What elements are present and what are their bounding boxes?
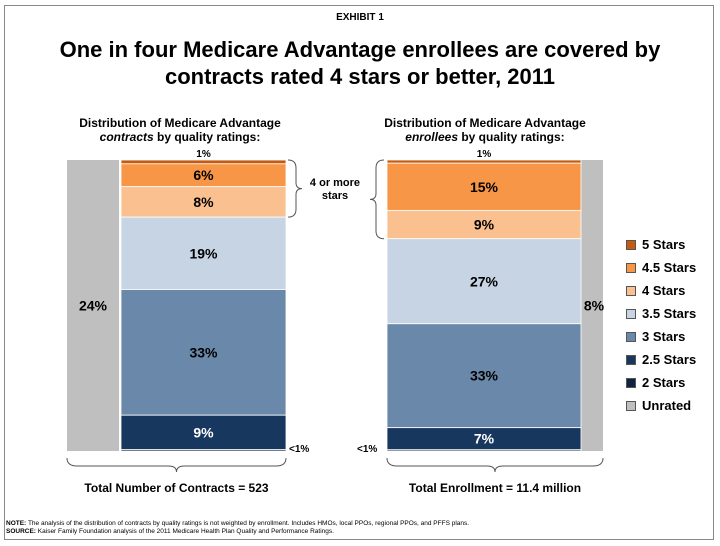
legend-label-unrated: Unrated [642,398,692,413]
slide-frame [4,5,714,540]
right-label-2-stars: <1% [357,444,377,455]
left-unrated-label: 24% [79,298,108,314]
chart-title: One in four Medicare Advantage enrollees… [59,37,661,89]
legend-label-4-stars: 4 Stars [642,283,686,298]
right-subtitle-line1: Distribution of Medicare Advantage [384,116,586,130]
legend-swatch-2-5-stars [626,354,636,365]
right-bar-segment-4-stars [386,209,582,240]
right-label-4-5-stars: 15% [470,179,499,195]
legend-item-4-5-stars: 4.5 Stars [626,256,696,279]
right-label-2-5-stars: 7% [474,431,495,447]
right-label-3-stars: 33% [470,368,499,384]
left-label-5-stars: 1% [196,149,211,160]
legend-item-2-5-stars: 2.5 Stars [626,348,696,371]
exhibit-label: EXHIBIT 1 [336,12,384,23]
legend-swatch-3-5-stars [626,308,636,319]
legend-swatch-5-stars [626,239,636,250]
left-subtitle-line1: Distribution of Medicare Advantage [79,116,281,130]
footnote-note: NOTE: The analysis of the distribution o… [6,520,469,528]
right-bar-segment-2-stars [386,449,582,452]
legend-item-4-stars: 4 Stars [626,279,696,302]
left-bar-segment-4-stars [120,186,287,218]
left-bottom-brace [66,457,287,473]
right-four-plus-brace [369,159,385,240]
left-bar-segment-2-stars [120,449,287,452]
right-bottom-brace [386,457,604,473]
legend-label-2-5-stars: 2.5 Stars [642,352,697,367]
note-label: NOTE: [6,520,27,527]
left-bar-segment-3-stars [120,289,287,416]
right-chart-subtitle: Distribution of Medicare Advantage enrol… [360,116,610,144]
left-chart-subtitle: Distribution of Medicare Advantage contr… [60,116,300,144]
legend-item-unrated: Unrated [626,394,696,417]
left-label-2-5-stars: 9% [193,424,214,440]
legend-label-5-stars: 5 Stars [642,237,686,252]
right-total-label: Total Enrollment = 11.4 million [409,481,581,495]
right-unrated-label: 8% [584,298,605,314]
note-text: The analysis of the distribution of cont… [27,520,470,527]
left-unrated-bar [67,160,119,451]
left-label-4-stars: 8% [193,194,214,210]
legend-swatch-unrated [626,400,636,411]
legend-swatch-4-5-stars [626,262,636,273]
legend-swatch-2-stars [626,377,636,388]
legend-item-3-5-stars: 3.5 Stars [626,302,696,325]
left-bar-segment-5-stars [120,159,287,165]
left-four-plus-brace [287,159,303,218]
right-unrated-bar [581,160,603,451]
legend-item-3-stars: 3 Stars [626,325,696,348]
left-subtitle-rest: by quality ratings: [153,130,261,144]
legend-item-5-stars: 5 Stars [626,233,696,256]
right-bar-segment-3-5-stars [386,238,582,325]
left-label-3-5-stars: 19% [189,245,218,261]
four-plus-label-line1: 4 or more [310,177,360,189]
source-label: SOURCE: [6,528,36,535]
source-text: Kaiser Family Foundation analysis of the… [37,528,334,535]
legend-label-3-stars: 3 Stars [642,329,686,344]
legend-item-2-stars: 2 Stars [626,371,696,394]
legend-swatch-3-stars [626,331,636,342]
left-label-4-5-stars: 6% [193,167,214,183]
legend-swatch-4-stars [626,285,636,296]
right-label-5-stars: 1% [477,149,492,160]
left-bar-segment-3-5-stars [120,216,287,290]
right-bar-segment-3-stars [386,323,582,429]
chart-legend: 5 Stars 4.5 Stars 4 Stars 3.5 Stars 3 Stars 2… [626,233,696,417]
footnote-source: SOURCE: Kaiser Family Foundation analysi… [6,528,334,536]
left-total-label: Total Number of Contracts = 523 [84,481,268,495]
legend-label-4-5-stars: 4.5 Stars [642,260,697,275]
legend-label-3-5-stars: 3.5 Stars [642,306,697,321]
right-bar-segment-5-stars [386,159,582,164]
right-subtitle-rest: by quality ratings: [458,130,565,144]
right-label-3-5-stars: 27% [470,273,499,289]
legend-label-2-stars: 2 Stars [642,375,686,390]
right-label-4-stars: 9% [474,217,495,233]
left-subtitle-emphasis: contracts [99,130,154,144]
four-plus-label-line2: stars [322,190,348,202]
right-subtitle-emphasis: enrollees [405,130,458,144]
left-label-2-stars: <1% [289,444,309,455]
left-label-3-stars: 33% [189,344,218,360]
